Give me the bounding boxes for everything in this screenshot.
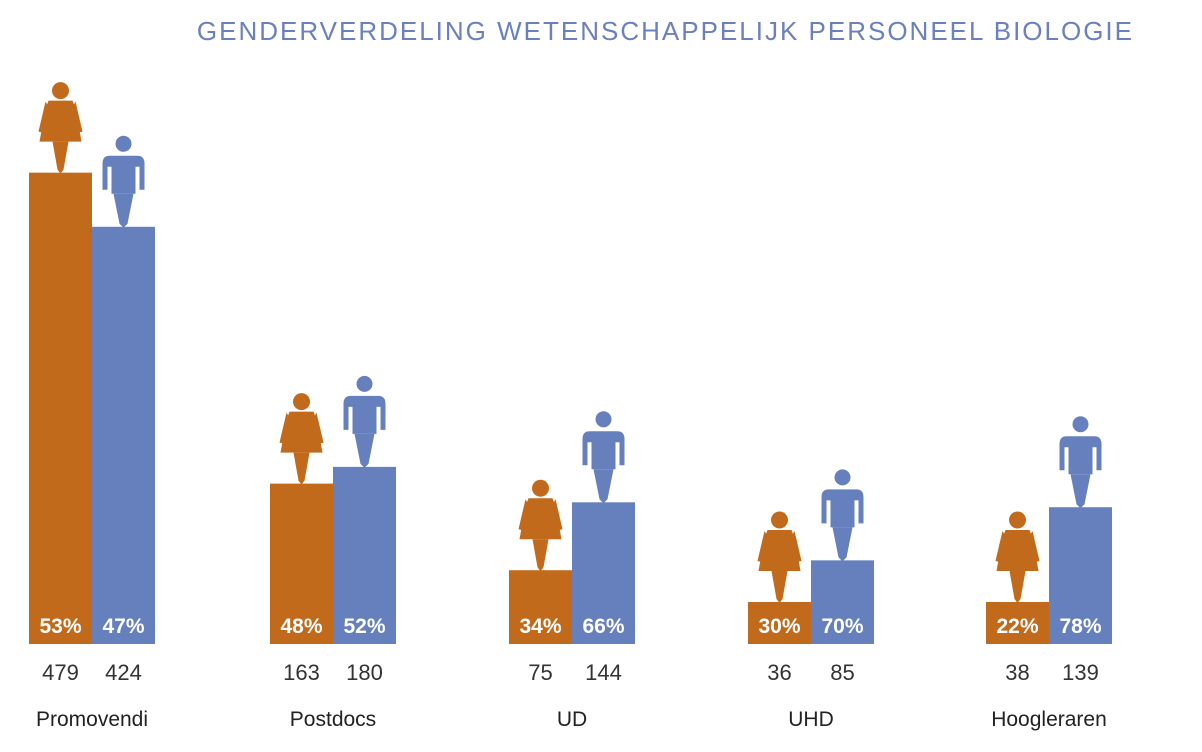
category-label: Promovendi: [36, 708, 148, 731]
value-label: 163: [283, 660, 320, 685]
value-label: 424: [105, 660, 142, 685]
percent-label: 30%: [758, 615, 800, 638]
bar-postdocs-series1: [333, 466, 396, 644]
percent-label: 34%: [519, 615, 561, 638]
value-label: 75: [528, 660, 552, 685]
woman-icon: [279, 393, 324, 485]
bar-hoogleraren-series0: [986, 602, 1049, 644]
percent-label: 70%: [821, 615, 863, 638]
bar-ud-series0: [509, 570, 572, 644]
value-label: 85: [830, 660, 854, 685]
percent-label: 47%: [102, 615, 144, 638]
man-icon: [582, 411, 625, 504]
bar-ud-series1: [572, 502, 635, 644]
value-label: 180: [346, 660, 383, 685]
bar-hoogleraren-series1: [1049, 507, 1112, 644]
man-icon: [343, 375, 386, 468]
percent-label: 53%: [39, 615, 81, 638]
bar-uhd-series1: [811, 560, 874, 644]
value-label: 479: [42, 660, 79, 685]
percent-label: 66%: [582, 615, 624, 638]
bar-uhd-series0: [748, 602, 811, 644]
man-icon: [821, 469, 864, 562]
woman-icon: [518, 479, 563, 572]
man-icon: [1059, 416, 1102, 509]
category-label: UD: [557, 708, 587, 731]
bar-promovendi-series1: [92, 226, 155, 644]
percent-label: 48%: [280, 615, 322, 638]
percent-label: 22%: [996, 615, 1038, 638]
value-label: 144: [585, 660, 622, 685]
value-label: 38: [1005, 660, 1029, 685]
value-label: 36: [767, 660, 791, 685]
woman-icon: [38, 82, 83, 174]
man-icon: [102, 135, 145, 228]
category-label: Postdocs: [290, 708, 376, 731]
percent-label: 78%: [1059, 615, 1101, 638]
percent-label: 52%: [343, 615, 385, 638]
woman-icon: [757, 511, 802, 603]
chart-title: GENDERVERDELING WETENSCHAPPELIJK PERSONE…: [196, 16, 1134, 46]
category-label: UHD: [788, 708, 834, 731]
value-label: 139: [1062, 660, 1099, 685]
category-label: Hoogleraren: [991, 708, 1107, 731]
bar-postdocs-series0: [270, 483, 333, 644]
bar-promovendi-series0: [29, 172, 92, 644]
woman-icon: [995, 511, 1040, 603]
